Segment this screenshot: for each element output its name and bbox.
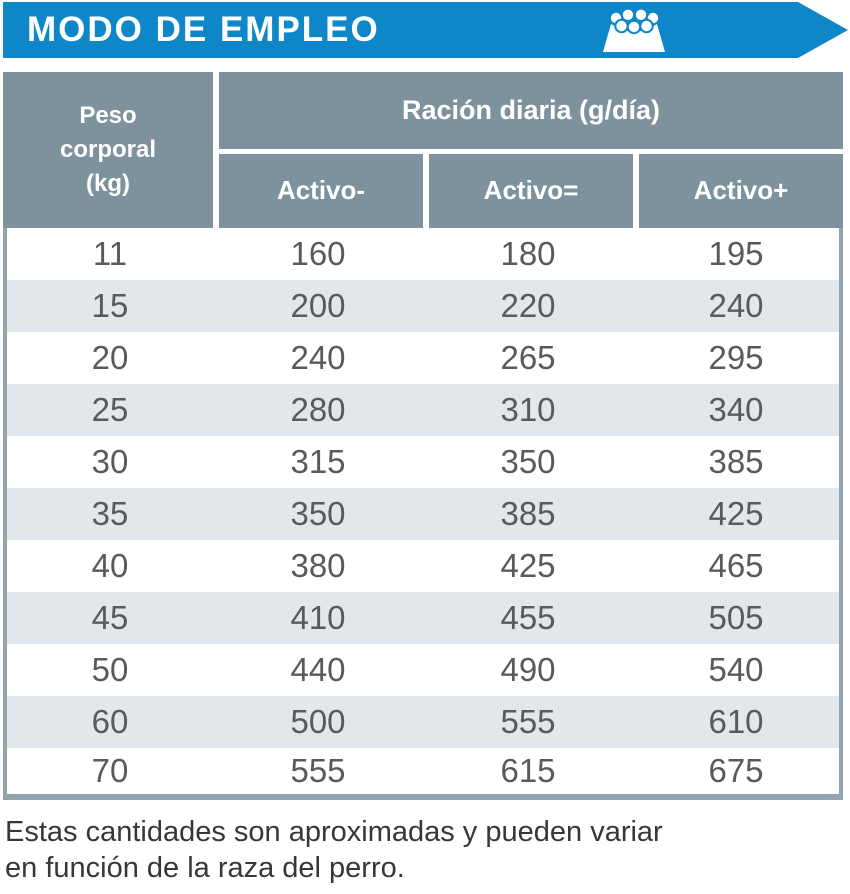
cell-ration-value: 280 (213, 384, 423, 436)
cell-ration-value: 340 (633, 384, 843, 436)
cell-ration-value: 350 (423, 436, 633, 488)
cell-ration-value: 380 (213, 540, 423, 592)
table-row: 50 440 490 540 (3, 644, 843, 696)
cell-ration-value: 295 (633, 332, 843, 384)
table-header: Peso corporal (kg) Ración diaria (g/día)… (3, 72, 843, 228)
cell-body-weight: 45 (3, 592, 213, 644)
cell-ration-value: 180 (423, 228, 633, 280)
banner: MODO DE EMPLEO (3, 2, 848, 58)
footnote: Estas cantidades son aproximadas y puede… (5, 816, 663, 884)
cell-ration-value: 265 (423, 332, 633, 384)
cell-body-weight: 15 (3, 280, 213, 332)
cell-ration-value: 675 (633, 748, 843, 800)
cell-body-weight: 50 (3, 644, 213, 696)
cell-ration-value: 610 (633, 696, 843, 748)
header-row-activity: Activo- Activo= Activo+ (3, 153, 843, 228)
table-row: 60 500 555 610 (3, 696, 843, 748)
cell-ration-value: 195 (633, 228, 843, 280)
cell-ration-value: 385 (633, 436, 843, 488)
cell-ration-value: 465 (633, 540, 843, 592)
dog-bowl-icon (600, 8, 668, 54)
cell-ration-value: 505 (633, 592, 843, 644)
table-row: 30 315 350 385 (3, 436, 843, 488)
cell-body-weight: 35 (3, 488, 213, 540)
table-row: 15 200 220 240 (3, 280, 843, 332)
cell-ration-value: 350 (213, 488, 423, 540)
header-row-group: Peso corporal (kg) Ración diaria (g/día) (3, 72, 843, 228)
cell-body-weight: 30 (3, 436, 213, 488)
table-row: 70 555 615 675 (3, 748, 843, 800)
cell-ration-value: 425 (633, 488, 843, 540)
cell-body-weight: 60 (3, 696, 213, 748)
table-row: 25 280 310 340 (3, 384, 843, 436)
cell-ration-value: 455 (423, 592, 633, 644)
cell-body-weight: 20 (3, 332, 213, 384)
table-row: 35 350 385 425 (3, 488, 843, 540)
table-row: 20 240 265 295 (3, 332, 843, 384)
table-row: 40 380 425 465 (3, 540, 843, 592)
page-title: MODO DE EMPLEO (27, 10, 380, 49)
cell-ration-value: 425 (423, 540, 633, 592)
cell-ration-value: 500 (213, 696, 423, 748)
column-header-activo-minus: Activo- (213, 153, 423, 228)
cell-ration-value: 490 (423, 644, 633, 696)
cell-ration-value: 315 (213, 436, 423, 488)
feeding-table: Peso corporal (kg) Ración diaria (g/día)… (3, 72, 843, 800)
cell-ration-value: 220 (423, 280, 633, 332)
cell-ration-value: 410 (213, 592, 423, 644)
table-body: 11 160 180 195 15 200 220 240 20 240 265 295 25 280 31… (3, 228, 843, 800)
table-row: 45 410 455 505 (3, 592, 843, 644)
cell-ration-value: 200 (213, 280, 423, 332)
cell-ration-value: 540 (633, 644, 843, 696)
cell-ration-value: 555 (213, 748, 423, 800)
cell-body-weight: 11 (3, 228, 213, 280)
cell-ration-value: 240 (213, 332, 423, 384)
table-row: 11 160 180 195 (3, 228, 843, 280)
cell-ration-value: 160 (213, 228, 423, 280)
column-header-activo-equal: Activo= (423, 153, 633, 228)
cell-ration-value: 385 (423, 488, 633, 540)
cell-ration-value: 440 (213, 644, 423, 696)
cell-ration-value: 615 (423, 748, 633, 800)
column-header-body-weight: Peso corporal (kg) (3, 72, 213, 228)
cell-body-weight: 40 (3, 540, 213, 592)
column-group-header-daily-ration: Ración diaria (g/día) (213, 72, 843, 154)
cell-ration-value: 555 (423, 696, 633, 748)
cell-ration-value: 310 (423, 384, 633, 436)
cell-body-weight: 25 (3, 384, 213, 436)
column-header-activo-plus: Activo+ (633, 153, 843, 228)
cell-body-weight: 70 (3, 748, 213, 800)
cell-ration-value: 240 (633, 280, 843, 332)
